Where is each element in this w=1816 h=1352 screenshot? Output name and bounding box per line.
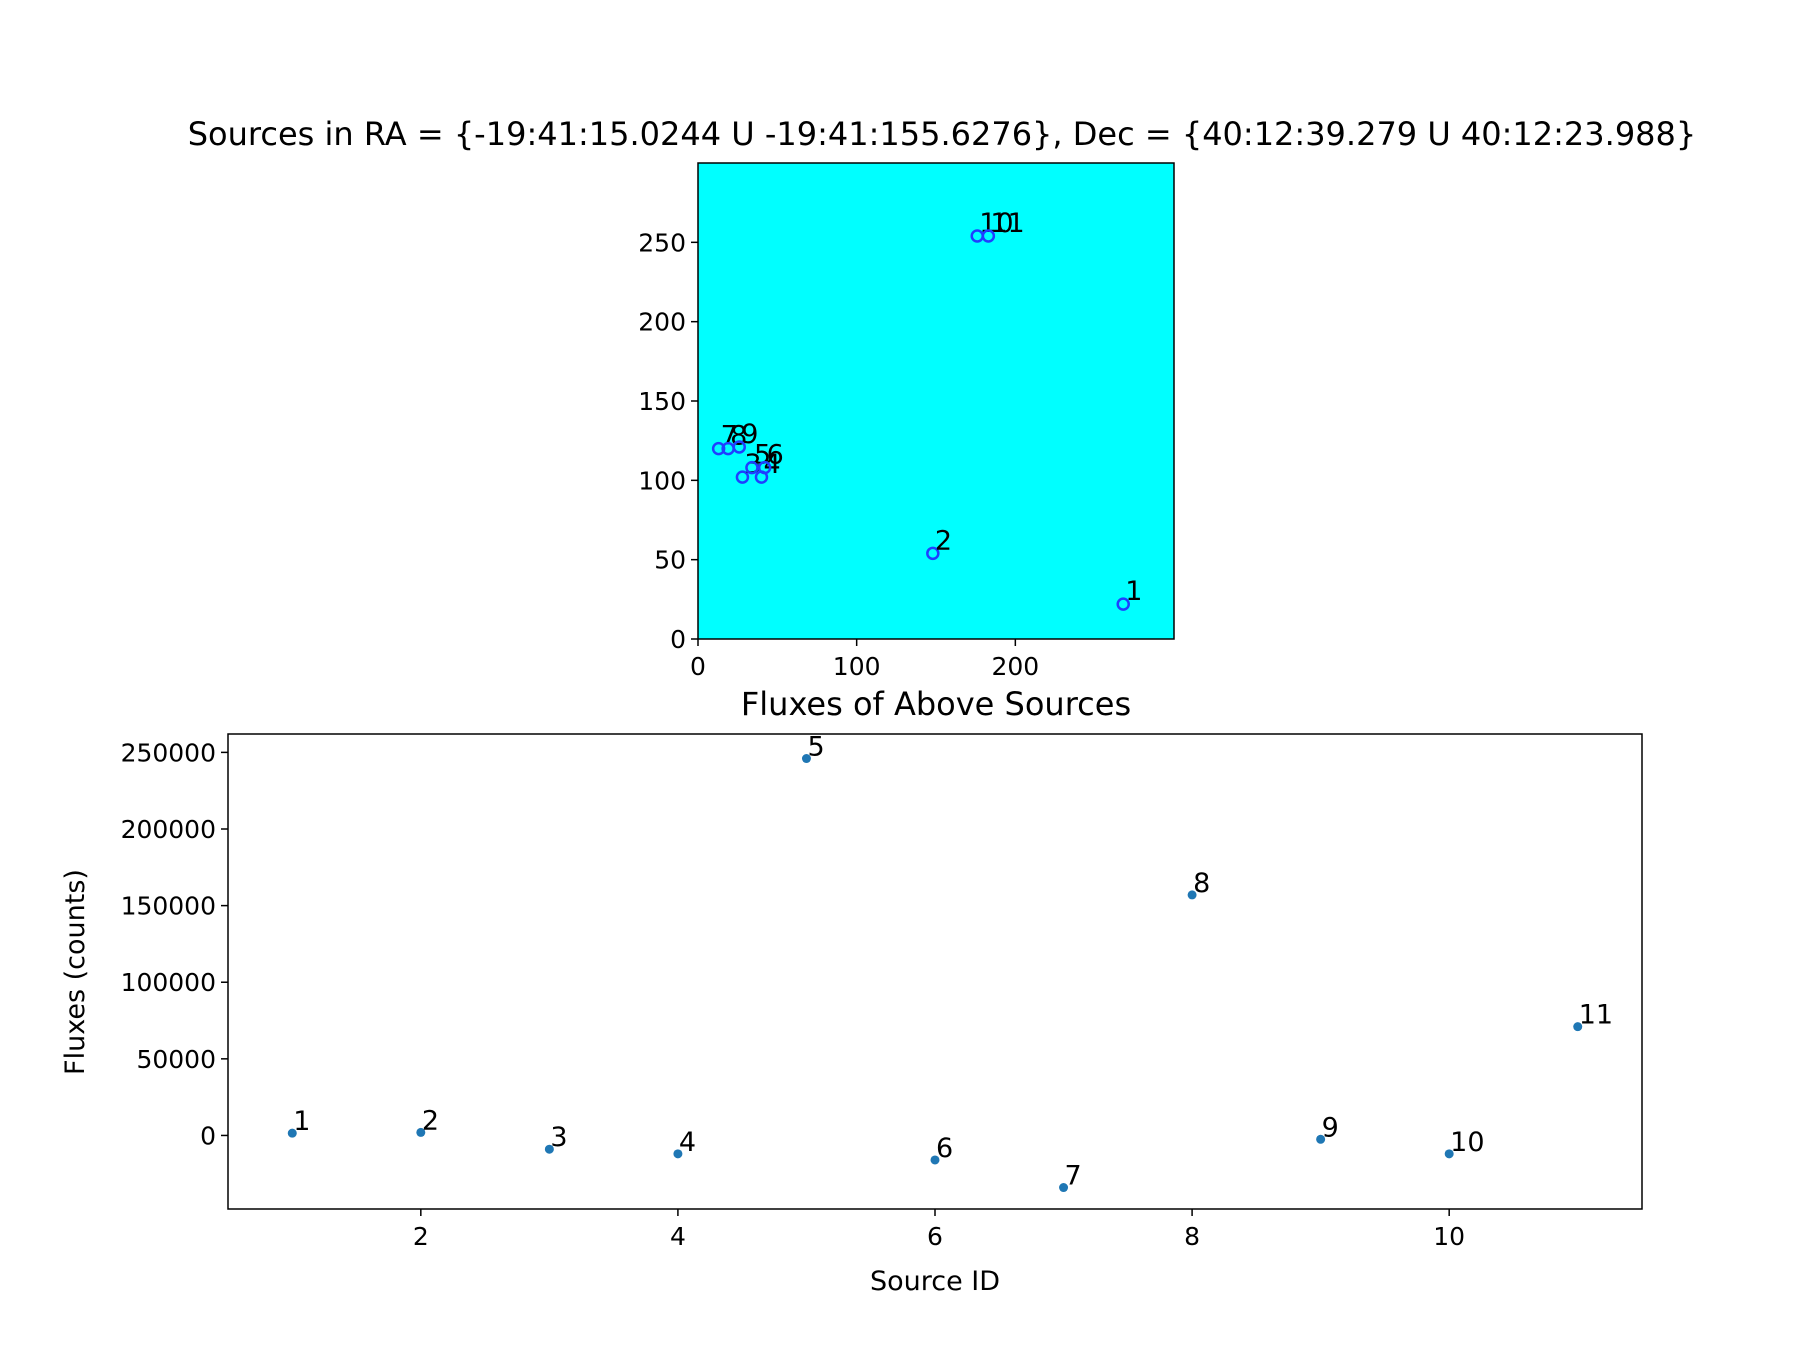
image-y-tick-label: 250	[638, 228, 686, 257]
image-y-ticks: 0 50 100 150 200 250	[638, 228, 698, 654]
flux-point-label: 7	[1065, 1161, 1082, 1192]
image-y-tick-label: 100	[638, 466, 686, 495]
flux-x-ticks: 2 4 6 8 10	[413, 1209, 1465, 1251]
flux-chart-title: Fluxes of Above Sources	[741, 685, 1131, 723]
source-marker	[1116, 597, 1130, 611]
image-background	[698, 163, 1174, 639]
source-marker	[981, 229, 996, 243]
flux-point	[1316, 1134, 1326, 1144]
image-title: Sources in RA = {-19:41:15.0244 U -19:41…	[188, 115, 1697, 153]
source-marker	[732, 440, 747, 454]
flux-point	[673, 1149, 683, 1159]
flux-x-tick-label: 8	[1184, 1222, 1200, 1251]
flux-point	[416, 1127, 426, 1137]
flux-point-label: 2	[422, 1105, 439, 1136]
source-marker	[711, 441, 726, 456]
flux-y-ticks: 0 50000 100000 150000 200000 250000	[121, 738, 228, 1150]
flux-y-tick-label: 200000	[121, 815, 216, 844]
flux-x-axis-label: Source ID	[870, 1266, 1000, 1297]
flux-y-tick-label: 0	[200, 1121, 216, 1150]
flux-point	[1187, 890, 1197, 900]
flux-point	[1444, 1149, 1454, 1159]
source-label: 2	[935, 525, 952, 556]
flux-y-tick-label: 250000	[121, 738, 216, 767]
flux-y-tick-label: 150000	[121, 892, 216, 921]
source-label: 1	[1125, 576, 1142, 607]
source-marker	[745, 460, 759, 475]
flux-panel: Fluxes of Above Sources 1 2 3 4 5 6 7 8 9 10 11 2 4…	[60, 685, 1643, 1297]
flux-point-label: 3	[550, 1122, 567, 1153]
flux-x-tick-label: 2	[413, 1222, 429, 1251]
image-panel: Sources in RA = {-19:41:15.0244 U -19:41…	[188, 115, 1697, 681]
image-x-tick-label: 100	[833, 652, 881, 681]
flux-x-tick-label: 4	[670, 1222, 686, 1251]
flux-y-tick-label: 50000	[136, 1045, 216, 1074]
flux-y-tick-label: 100000	[121, 968, 216, 997]
flux-point-label: 8	[1193, 868, 1210, 899]
source-label: 6	[767, 440, 784, 471]
image-y-tick-label: 50	[654, 546, 686, 575]
flux-point-label: 6	[936, 1133, 953, 1164]
flux-plot-area	[228, 734, 1642, 1209]
source-marker	[926, 546, 940, 561]
flux-point-label: 4	[679, 1127, 696, 1158]
flux-point	[801, 754, 811, 764]
flux-point-label: 10	[1450, 1127, 1484, 1158]
flux-point	[287, 1128, 297, 1138]
source-label: 10	[979, 208, 1013, 239]
flux-point	[930, 1155, 940, 1165]
source-marker	[757, 460, 772, 475]
image-y-tick-label: 0	[670, 625, 686, 654]
image-y-tick-label: 200	[638, 308, 686, 337]
flux-marks: 1 2 3 4 5 6 7 8 9 10 11	[287, 732, 1613, 1193]
source-marker	[735, 470, 750, 484]
flux-point-label: 1	[293, 1106, 310, 1137]
flux-x-tick-label: 10	[1433, 1222, 1465, 1251]
image-y-tick-label: 150	[638, 387, 686, 416]
flux-point-label: 5	[807, 732, 824, 763]
source-label: 11	[990, 208, 1024, 239]
image-x-ticks: 0 100 200	[690, 639, 1039, 681]
flux-point-label: 9	[1322, 1112, 1339, 1143]
flux-point-label: 11	[1579, 1000, 1613, 1031]
flux-x-tick-label: 6	[927, 1222, 943, 1251]
image-x-tick-label: 200	[991, 652, 1039, 681]
flux-point	[544, 1144, 554, 1154]
flux-point	[1059, 1183, 1069, 1193]
flux-y-axis-label: Fluxes (counts)	[60, 869, 91, 1075]
source-label: 9	[741, 419, 758, 450]
image-x-tick-label: 0	[690, 652, 706, 681]
flux-point	[1573, 1022, 1583, 1032]
